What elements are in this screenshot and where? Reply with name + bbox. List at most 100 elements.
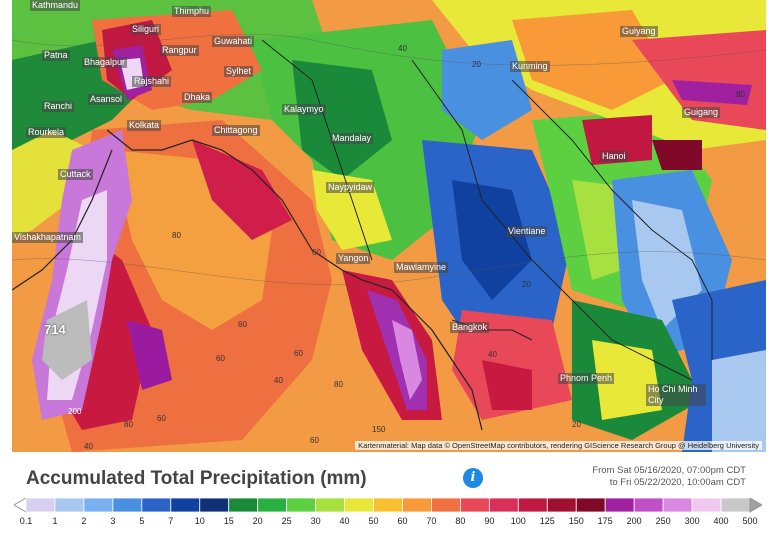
legend-swatch [83,498,114,513]
legend-swatch [112,498,143,513]
legend-swatch [720,498,751,513]
city-label: Phnom Penh [558,373,615,384]
contour-label: 60 [238,320,247,329]
legend-tick-label: 90 [484,516,495,526]
legend-swatch [517,498,548,513]
contour-label: 60 [312,248,321,257]
city-label: Ranchi [42,101,75,112]
city-label: Kathmandu [30,0,81,11]
legend-tick-label: 60 [397,516,408,526]
legend-swatch [315,498,345,513]
contour-label: 80 [334,380,343,389]
city-label: Naypyidaw [326,182,375,193]
legend-swatch [141,498,172,513]
legend-tick-label: 300 [684,516,700,526]
info-icon[interactable]: i [463,468,483,488]
city-label: Patna [42,50,70,61]
map-attribution: Kartenmaterial: Map data © OpenStreetMap… [355,441,762,450]
city-label: Ho Chi Minh City [646,384,706,406]
max-precip-label: 714 [44,322,66,337]
legend-tick-label: 70 [426,516,437,526]
legend-tick-label: 20 [252,516,263,526]
legend-swatch [488,498,519,513]
legend-swatch [286,498,317,513]
color-scale [14,498,762,514]
city-label: Bangkok [450,322,490,333]
contour-label: 60 [310,436,319,445]
city-label: Siliguri [130,24,162,35]
legend-swatch [402,498,432,513]
legend-swatch [459,498,490,513]
legend-tick-label: 250 [655,516,671,526]
legend-tick-label: 25 [281,516,292,526]
city-label: Dhaka [182,92,213,103]
city-label: Rangpur [160,45,199,56]
legend-tick-label: 3 [110,516,116,526]
legend-tick-label: 7 [168,516,174,526]
city-label: Cuttack [58,169,93,180]
date-from: From Sat 05/16/2020, 07:00pm CDT [592,465,746,476]
legend-tick-label: 175 [597,516,613,526]
city-label: Rajshahi [132,76,172,87]
city-label: Asansol [88,94,125,105]
city-label: Sylhet [224,66,254,77]
legend-swatch [373,498,403,513]
legend-panel: Accumulated Total Precipitation (mm) i F… [0,452,780,535]
contour-label: 40 [488,350,497,359]
city-label: Rourkela [26,127,67,138]
legend-swatch [54,498,85,513]
legend-title: Accumulated Total Precipitation (mm) [26,468,367,489]
contour-label: 60 [294,349,303,358]
city-label: Mandalay [330,133,374,144]
legend-tick-label: 80 [455,516,466,526]
legend-swatch [25,498,56,513]
legend-swatch [662,498,693,513]
city-label: Guiyang [620,26,658,37]
city-label: Hanoi [600,151,628,162]
city-label: Chittagong [212,125,260,136]
date-to: to Fri 05/22/2020, 10:00am CDT [609,477,746,488]
legend-tick-label: 2 [81,516,87,526]
legend-swatch [344,498,374,513]
city-label: Thimphu [172,6,212,17]
contour-label: 200 [68,407,82,416]
legend-swatch [546,498,577,513]
legend-tick-label: 200 [626,516,642,526]
legend-swatch [199,498,230,513]
date-range: From Sat 05/16/2020, 07:00pm CDT to Fri … [592,465,746,489]
contour-label: 20 [472,60,481,69]
legend-swatch [257,498,288,513]
legend-tick-label: 40 [339,516,350,526]
legend-tick-label: 50 [368,516,379,526]
legend-tick-label: 30 [310,516,321,526]
color-scale-bar [14,498,762,513]
contour-label: 80 [172,231,181,240]
legend-swatch [228,498,259,513]
legend-swatch [604,498,635,513]
legend-tick-label: 500 [742,516,758,526]
city-label: Guwahati [212,36,255,47]
legend-swatch [170,498,201,513]
legend-swatch [691,498,722,513]
city-label: Bhagalpur [82,57,128,68]
scale-left-arrow [14,498,27,513]
city-label: Yangon [336,253,371,264]
city-label: Mawlamyine [394,262,449,273]
legend-tick-label: 0.1 [19,516,33,526]
legend-tick-label: 100 [510,516,526,526]
legend-swatch [575,498,606,513]
city-label: Guigang [682,107,721,118]
legend-tick-label: 10 [194,516,205,526]
city-label: Vientiane [506,226,548,237]
contour-label: 60 [157,414,166,423]
contour-label: 80 [124,420,133,429]
legend-tick-label: 1 [52,516,58,526]
city-label: Kunming [510,61,550,72]
contour-label: 150 [372,425,386,434]
contour-label: 20 [522,280,531,289]
legend-tick-label: 5 [139,516,145,526]
legend-tick-label: 125 [539,516,555,526]
city-label: Kalaymyo [282,104,326,115]
precipitation-map[interactable]: 714 Kathmandu Thimphu Siliguri Guwahati … [12,0,766,452]
contour-label: 40 [84,442,93,451]
